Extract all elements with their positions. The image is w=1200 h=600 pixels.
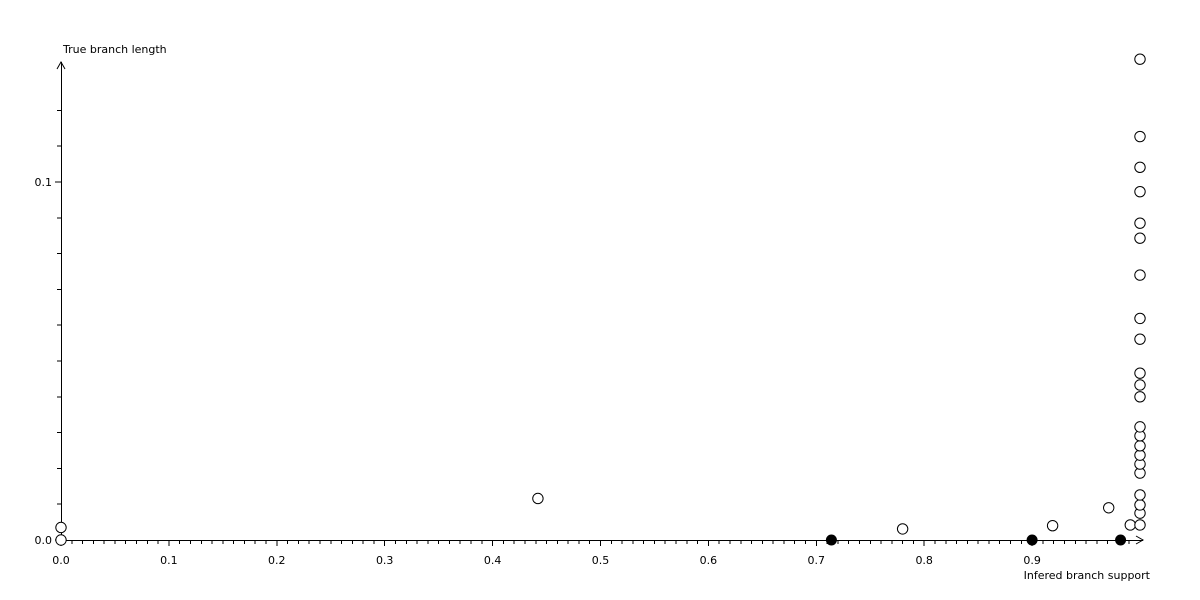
data-point-open-circle xyxy=(1134,269,1146,281)
data-point-open-circle xyxy=(1134,489,1146,501)
data-point-open-circle xyxy=(1124,519,1136,531)
data-point-open-circle xyxy=(1134,333,1146,345)
data-point-open-circle xyxy=(1134,440,1146,452)
data-point-open-circle xyxy=(1134,519,1146,531)
data-point-filled-circle xyxy=(1115,534,1127,546)
x-tick-label: 0.8 xyxy=(915,554,933,567)
x-tick-label: 0.2 xyxy=(268,554,286,567)
y-tick-label: 0.0 xyxy=(35,534,53,547)
data-point-open-circle xyxy=(1134,232,1146,244)
data-point-open-circle xyxy=(1134,391,1146,403)
x-tick-label: 0.6 xyxy=(700,554,718,567)
data-point-open-circle xyxy=(1134,379,1146,391)
x-tick-label: 0.5 xyxy=(592,554,610,567)
data-point-open-circle xyxy=(1046,519,1059,532)
data-point-open-circle xyxy=(55,521,67,534)
data-point-open-circle xyxy=(1134,421,1146,433)
y-axis-title: True branch length xyxy=(63,43,167,56)
x-tick-label: 0.0 xyxy=(52,554,70,567)
data-point-open-circle xyxy=(532,492,544,505)
y-tick-label: 0.1 xyxy=(35,176,53,189)
data-point-open-circle xyxy=(1134,499,1146,511)
data-point-open-circle xyxy=(1134,53,1146,65)
y-axis-arrow-icon xyxy=(56,60,66,70)
data-point-filled-circle xyxy=(1026,534,1038,546)
x-axis-title: Infered branch support xyxy=(1023,569,1150,582)
data-point-open-circle xyxy=(1134,130,1146,143)
data-point-open-circle xyxy=(1134,185,1146,198)
x-tick-label: 0.4 xyxy=(484,554,502,567)
data-point-open-circle xyxy=(1134,367,1146,379)
data-point-open-circle xyxy=(1134,217,1146,229)
data-point-open-circle xyxy=(1134,312,1146,325)
x-tick-label: 0.9 xyxy=(1023,554,1041,567)
x-tick-label: 0.1 xyxy=(160,554,178,567)
data-point-open-circle xyxy=(55,534,67,546)
data-point-open-circle xyxy=(1103,502,1115,514)
x-axis-arrow-icon xyxy=(1135,535,1145,545)
data-point-open-circle xyxy=(1134,161,1146,174)
data-point-filled-circle xyxy=(825,534,837,546)
x-tick-label: 0.7 xyxy=(808,554,826,567)
data-point-open-circle xyxy=(896,523,909,535)
x-tick-label: 0.3 xyxy=(376,554,394,567)
